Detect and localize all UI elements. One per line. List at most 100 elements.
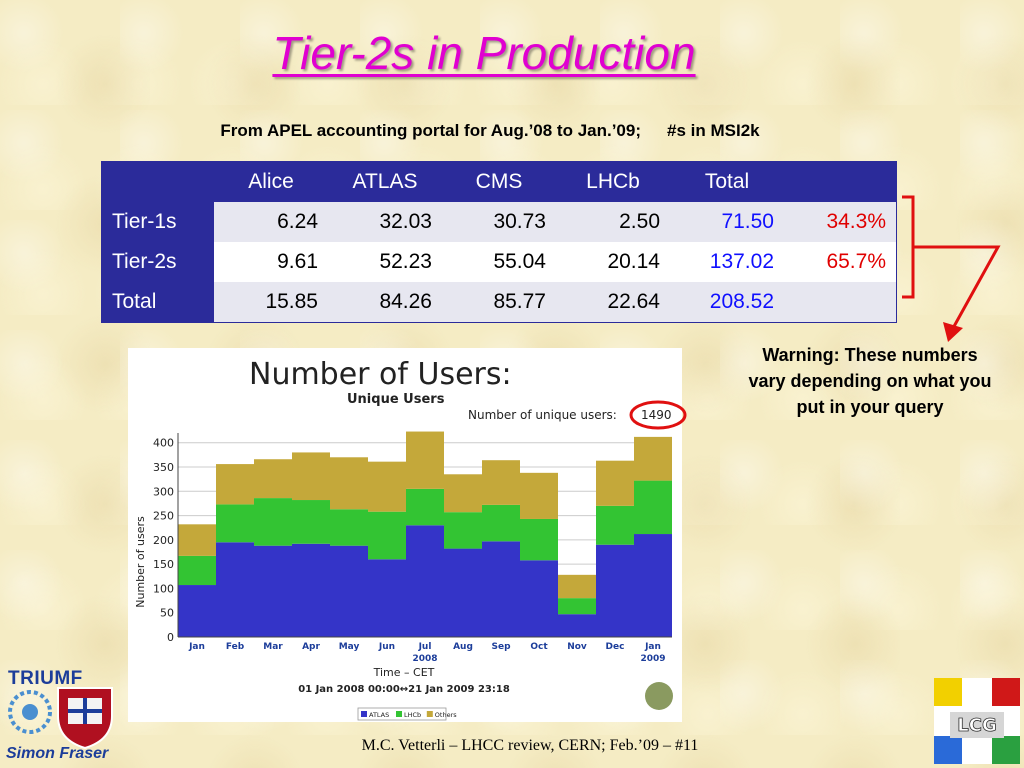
bar-others-8 (444, 474, 482, 513)
bar-others-12 (596, 460, 634, 506)
x-tick-label: Dec (606, 642, 625, 652)
table-header-row: Alice ATLAS CMS LHCb Total (102, 162, 896, 202)
cell-atlas: 84.26 (328, 282, 442, 322)
table-header-total: Total (670, 162, 784, 202)
cell-alice: 6.24 (214, 202, 328, 242)
cell-lhcb: 22.64 (556, 282, 670, 322)
legend-swatch (361, 711, 367, 717)
bar-atlas-2 (216, 542, 254, 637)
x-tick-label: Aug (453, 642, 473, 652)
sfu-crest-icon (57, 687, 113, 750)
table-row: Tier-1s 6.24 32.03 30.73 2.50 71.50 34.3… (102, 202, 896, 242)
sfu-logo-text: Simon Fraser (6, 745, 109, 762)
x-tick-label: Sep (491, 642, 511, 652)
cell-percent: 65.7% (784, 242, 896, 282)
warning-arrow (913, 245, 1001, 331)
cell-alice: 15.85 (214, 282, 328, 322)
bar-lhcb-3 (254, 498, 292, 546)
y-tick-label: 50 (160, 607, 174, 620)
lcg-logo-icon (934, 678, 1020, 764)
x-tick-label: Jun (378, 642, 395, 652)
globe-icon (645, 682, 673, 710)
cell-cms: 55.04 (442, 242, 556, 282)
warning-note: Warning: These numbers vary depending on… (748, 345, 992, 417)
bar-others-3 (254, 459, 292, 499)
bar-lhcb-11 (558, 598, 596, 615)
chart-heading: Number of Users: (249, 357, 512, 392)
table-header-lhcb: LHCb (556, 162, 670, 202)
bar-lhcb-7 (406, 488, 444, 526)
bar-atlas-6 (368, 559, 406, 637)
x-tick-label: Apr (302, 642, 320, 652)
bar-others-13 (634, 436, 672, 481)
annotation-label: Number of unique users: (468, 408, 617, 422)
bar-lhcb-13 (634, 480, 672, 535)
time-range: 01 Jan 2008 00:00↔21 Jan 2009 23:18 (298, 684, 510, 695)
users-chart: Number of Users: Unique Users Number of … (134, 357, 687, 721)
y-tick-label: 150 (153, 558, 174, 571)
y-tick-label: 250 (153, 510, 174, 523)
y-tick-label: 0 (167, 631, 174, 644)
x-axis-label: Time – CET (373, 666, 435, 679)
x-tick-label: Oct (530, 642, 548, 652)
bar-atlas-10 (520, 560, 558, 637)
cell-percent (784, 282, 896, 322)
bar-lhcb-5 (330, 509, 368, 546)
cell-atlas: 52.23 (328, 242, 442, 282)
slide-footer: M.C. Vetterli – LHCC review, CERN; Feb.’… (361, 737, 699, 754)
bar-lhcb-12 (596, 505, 634, 545)
bar-others-1 (178, 524, 216, 556)
table-header-cms: CMS (442, 162, 556, 202)
bar-others-9 (482, 460, 520, 505)
legend-swatch (426, 711, 433, 717)
row-label: Tier-1s (102, 202, 214, 242)
cell-total: 137.02 (670, 242, 784, 282)
bar-atlas-9 (482, 541, 520, 637)
cell-alice: 9.61 (214, 242, 328, 282)
users-chart-panel: Number of Users: Unique Users Number of … (128, 348, 687, 722)
triumf-logo-icon (8, 690, 52, 734)
cell-cms: 30.73 (442, 202, 556, 242)
bar-atlas-3 (254, 545, 292, 637)
subtitle-source: From APEL accounting portal for Aug.’08 … (220, 121, 642, 140)
x-tick-label: Jan (188, 642, 205, 652)
bar-atlas-8 (444, 548, 482, 637)
bar-others-4 (292, 452, 330, 501)
lcg-logo-text: LCG (957, 715, 996, 736)
annotation-value: 1490 (641, 408, 672, 422)
bar-atlas-12 (596, 544, 634, 637)
x-tick-label: Nov (567, 642, 587, 652)
bar-atlas-13 (634, 534, 672, 637)
bar-atlas-1 (178, 585, 216, 637)
table-header-corner (102, 162, 214, 202)
y-tick-label: 400 (153, 437, 174, 450)
bar-others-5 (330, 457, 368, 510)
y-axis-label: Number of users (134, 516, 147, 608)
accounting-table: Alice ATLAS CMS LHCb Total Tier-1s 6.24 … (101, 161, 897, 323)
x-tick-label: Mar (263, 642, 283, 652)
bar-atlas-11 (558, 614, 596, 637)
bar-others-7 (406, 431, 444, 489)
x-tick-label: Jul (418, 642, 432, 652)
table-header-alice: Alice (214, 162, 328, 202)
cell-cms: 85.77 (442, 282, 556, 322)
table-header-percent (784, 162, 896, 202)
y-tick-label: 200 (153, 534, 174, 547)
triumf-logo-text: TRIUMF (8, 668, 83, 689)
slide-subtitle: From APEL accounting portal for Aug.’08 … (0, 121, 980, 141)
bar-atlas-7 (406, 525, 444, 637)
annotation-circle (629, 400, 687, 430)
bar-lhcb-6 (368, 511, 406, 560)
x-year-label: 2008 (412, 654, 437, 664)
row-label: Tier-2s (102, 242, 214, 282)
x-tick-label: Feb (226, 642, 245, 652)
legend-entry: ATLAS (369, 711, 389, 719)
table-header-atlas: ATLAS (328, 162, 442, 202)
bar-lhcb-10 (520, 518, 558, 561)
subtitle-units: #s in MSI2k (667, 121, 760, 140)
cell-percent: 34.3% (784, 202, 896, 242)
row-label: Total (102, 282, 214, 322)
legend-entry: LHCb (404, 711, 421, 719)
